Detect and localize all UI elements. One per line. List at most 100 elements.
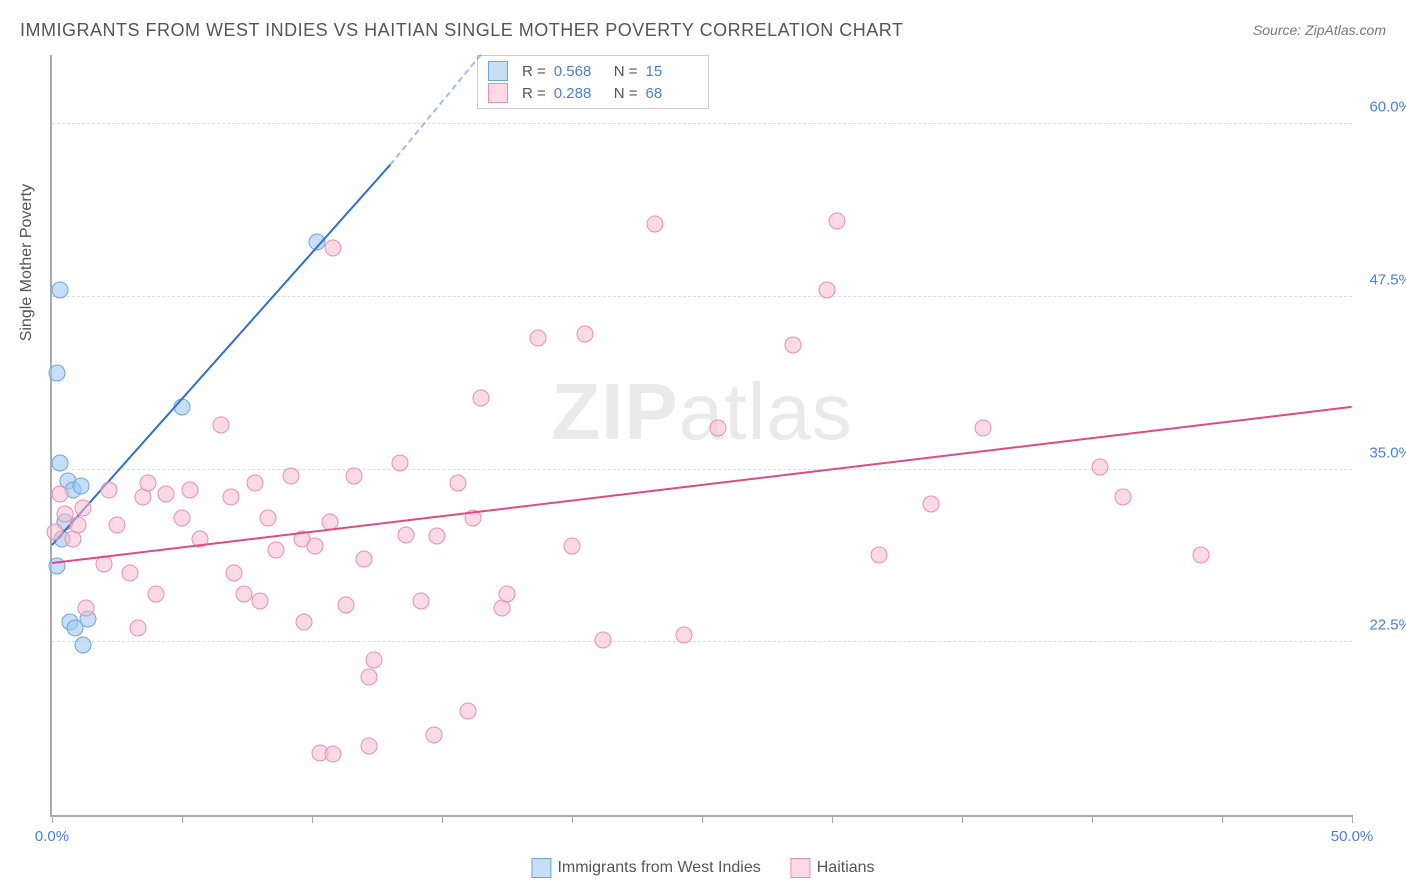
- legend-swatch: [488, 61, 508, 81]
- correlation-legend: R =0.568N =15R =0.288N =68: [477, 55, 709, 109]
- data-point: [252, 592, 269, 609]
- data-point: [223, 489, 240, 506]
- y-tick-label: 60.0%: [1369, 99, 1406, 116]
- y-tick-label: 22.5%: [1369, 617, 1406, 634]
- data-point: [236, 585, 253, 602]
- x-tick: [572, 815, 573, 823]
- data-point: [428, 527, 445, 544]
- x-tick: [702, 815, 703, 823]
- x-tick: [832, 815, 833, 823]
- legend-label: Immigrants from West Indies: [557, 859, 760, 876]
- data-point: [785, 337, 802, 354]
- x-tick: [962, 815, 963, 823]
- y-axis-title: Single Mother Poverty: [18, 184, 36, 341]
- data-point: [922, 496, 939, 513]
- data-point: [75, 637, 92, 654]
- data-point: [397, 526, 414, 543]
- legend-stat-row: R =0.288N =68: [488, 82, 698, 104]
- x-tick: [52, 815, 53, 823]
- gridline: [52, 123, 1352, 124]
- stat-label: R =: [522, 85, 546, 102]
- x-tick: [312, 815, 313, 823]
- stat-label: R =: [522, 63, 546, 80]
- data-point: [595, 631, 612, 648]
- data-point: [473, 389, 490, 406]
- data-point: [337, 596, 354, 613]
- data-point: [296, 613, 313, 630]
- data-point: [283, 468, 300, 485]
- data-point: [530, 330, 547, 347]
- data-point: [324, 746, 341, 763]
- x-tick-label: 50.0%: [1331, 828, 1374, 845]
- data-point: [499, 585, 516, 602]
- data-point: [72, 478, 89, 495]
- data-point: [148, 585, 165, 602]
- stat-label: N =: [614, 85, 638, 102]
- series-legend: Immigrants from West Indies Haitians: [531, 858, 874, 878]
- x-tick: [1092, 815, 1093, 823]
- gridline: [52, 641, 1352, 642]
- data-point: [413, 592, 430, 609]
- data-point: [75, 500, 92, 517]
- data-point: [267, 541, 284, 558]
- x-tick: [182, 815, 183, 823]
- data-point: [49, 364, 66, 381]
- data-point: [70, 516, 87, 533]
- data-point: [77, 599, 94, 616]
- data-point: [1115, 489, 1132, 506]
- watermark-bold: ZIP: [551, 367, 678, 456]
- legend-item: Haitians: [791, 858, 875, 878]
- r-value: 0.288: [554, 85, 606, 102]
- y-tick-label: 47.5%: [1369, 271, 1406, 288]
- data-point: [1091, 458, 1108, 475]
- data-point: [51, 486, 68, 503]
- data-point: [158, 486, 175, 503]
- trendline-extrapolation: [389, 53, 482, 165]
- data-point: [306, 537, 323, 554]
- chart-title: IMMIGRANTS FROM WEST INDIES VS HAITIAN S…: [20, 20, 903, 41]
- y-tick-label: 35.0%: [1369, 444, 1406, 461]
- data-point: [174, 509, 191, 526]
- watermark: ZIPatlas: [551, 366, 852, 458]
- n-value: 15: [646, 63, 698, 80]
- source-attribution: Source: ZipAtlas.com: [1253, 22, 1386, 38]
- data-point: [174, 399, 191, 416]
- data-point: [361, 737, 378, 754]
- data-point: [366, 652, 383, 669]
- data-point: [564, 537, 581, 554]
- data-point: [324, 240, 341, 257]
- legend-item: Immigrants from West Indies: [531, 858, 760, 878]
- data-point: [259, 509, 276, 526]
- gridline: [52, 296, 1352, 297]
- data-point: [213, 417, 230, 434]
- data-point: [675, 627, 692, 644]
- data-point: [122, 565, 139, 582]
- data-point: [181, 482, 198, 499]
- data-point: [140, 475, 157, 492]
- data-point: [51, 454, 68, 471]
- plot-area: ZIPatlas R =0.568N =15R =0.288N =68 22.5…: [50, 55, 1352, 817]
- data-point: [870, 547, 887, 564]
- data-point: [818, 281, 835, 298]
- data-point: [829, 212, 846, 229]
- data-point: [356, 551, 373, 568]
- legend-swatch: [791, 858, 811, 878]
- legend-swatch: [488, 83, 508, 103]
- data-point: [246, 475, 263, 492]
- data-point: [460, 703, 477, 720]
- stat-label: N =: [614, 63, 638, 80]
- r-value: 0.568: [554, 63, 606, 80]
- gridline: [52, 469, 1352, 470]
- legend-swatch: [531, 858, 551, 878]
- data-point: [46, 523, 63, 540]
- data-point: [577, 326, 594, 343]
- data-point: [647, 215, 664, 232]
- data-point: [449, 475, 466, 492]
- legend-stat-row: R = 0.568 N = 15: [488, 60, 698, 82]
- watermark-rest: atlas: [679, 367, 853, 456]
- data-point: [974, 420, 991, 437]
- data-point: [109, 516, 126, 533]
- data-point: [1193, 547, 1210, 564]
- x-tick: [442, 815, 443, 823]
- x-tick-label: 0.0%: [35, 828, 69, 845]
